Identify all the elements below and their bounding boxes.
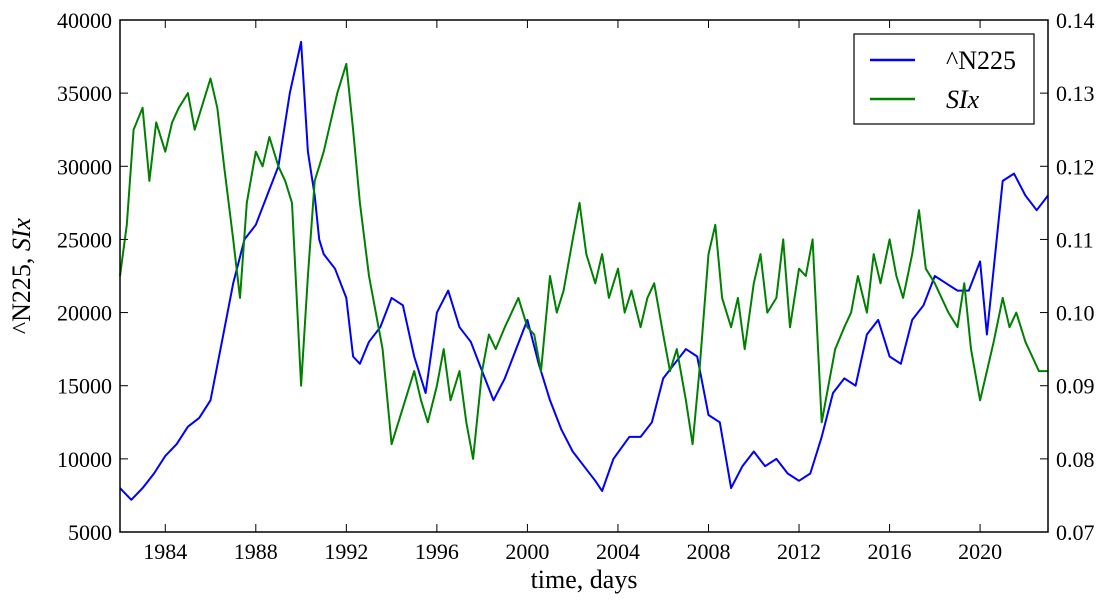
y-right-tick-label: 0.11 [1056, 227, 1094, 252]
x-tick-label: 1992 [324, 539, 368, 564]
y-right-tick-label: 0.14 [1056, 8, 1095, 33]
x-tick-label: 1984 [143, 539, 187, 564]
series-line-six [119, 62, 1048, 460]
x-tick-label: 1996 [415, 539, 459, 564]
x-tick-label: 2008 [686, 539, 730, 564]
ticks-layer: 1984 1988 1992 1996 2000 2004 2008 2012 2016 2020… [57, 8, 1095, 564]
x-tick-label: 2016 [868, 539, 912, 564]
y-left-tick-label: 25000 [57, 227, 112, 252]
legend-label-n225: ^N225 [946, 46, 1016, 75]
y-right-tick-label: 0.07 [1056, 520, 1095, 545]
legend: ^N225 SIx [853, 33, 1035, 125]
y-right-tick-label: 0.12 [1056, 154, 1095, 179]
y-left-tick-label: 5000 [68, 520, 112, 545]
y-axis-title-left-italic: SIx [7, 217, 36, 251]
y-left-tick-label: 10000 [57, 447, 112, 472]
y-left-tick-label: 30000 [57, 154, 112, 179]
series-line-n225 [119, 40, 1049, 501]
legend-box [853, 33, 1035, 125]
legend-label-six: SIx [946, 85, 980, 114]
x-tick-label: 2000 [505, 539, 549, 564]
y-left-tick-label: 35000 [57, 81, 112, 106]
plot-frame [119, 19, 1049, 533]
series-layer [119, 40, 1049, 501]
x-tick-label: 2020 [958, 539, 1002, 564]
y-axis-title-left-main: ^N225, [7, 251, 36, 334]
x-tick-label: 2004 [596, 539, 640, 564]
y-right-tick-label: 0.09 [1056, 374, 1095, 399]
y-left-tick-label: 15000 [57, 374, 112, 399]
y-right-tick-label: 0.10 [1056, 301, 1095, 326]
y-right-tick-label: 0.13 [1056, 81, 1095, 106]
x-tick-label: 2012 [777, 539, 821, 564]
y-left-tick-label: 20000 [57, 301, 112, 326]
x-tick-label: 1988 [234, 539, 278, 564]
y-right-tick-label: 0.08 [1056, 447, 1095, 472]
x-axis-title: time, days [531, 565, 638, 594]
y-left-tick-label: 40000 [57, 8, 112, 33]
y-axis-title-left: ^N225, SIx [7, 217, 36, 334]
